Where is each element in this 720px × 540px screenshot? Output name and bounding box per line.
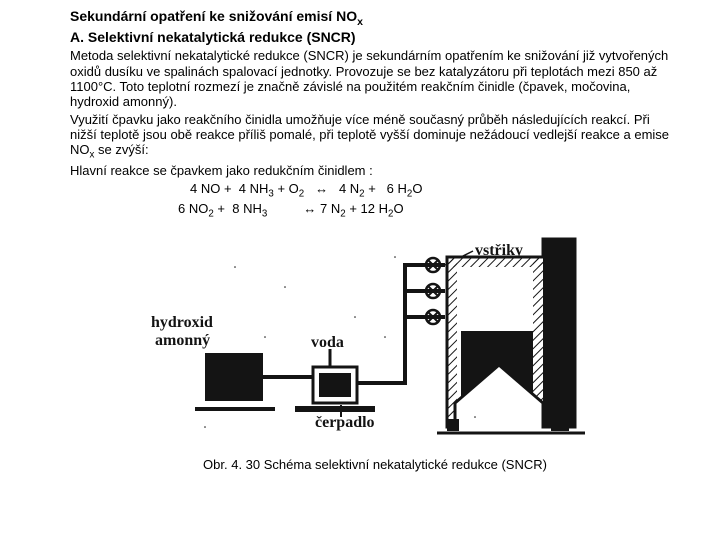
- paragraph-1: Metoda selektivní nekatalytické redukce …: [70, 48, 680, 109]
- eq1-rhs3: 6 H: [387, 181, 407, 196]
- boiler-icon: [447, 239, 575, 431]
- eq1-arrow: ↔: [311, 181, 331, 196]
- label-cerpadlo: čerpadlo: [315, 414, 375, 431]
- eq2-rhs3: O: [393, 201, 403, 216]
- eq1-rhs1: 4 N: [339, 181, 359, 196]
- eq1-lhs: 4 NO +: [190, 181, 235, 196]
- figure-caption: Obr. 4. 30 Schéma selektivní nekatalytic…: [70, 457, 680, 472]
- equations-block: 4 NO + 4 NH3 + O2 ↔ 4 N2 + 6 H2O 6 NO2 +…: [190, 181, 680, 222]
- eq1-sub2: 2: [299, 188, 304, 199]
- paragraph-2: Využití čpavku jako reakčního činidla um…: [70, 112, 680, 162]
- eq2-rhs1: 7 N: [320, 201, 340, 216]
- eq2-mid: +: [214, 201, 229, 216]
- eq2-arrow: ↔: [300, 201, 320, 216]
- eq2-rhs2: + 12 H: [346, 201, 388, 216]
- eq2-mid2: 8 NH: [232, 201, 262, 216]
- sncr-schematic-icon: hydroxid amonný voda vstřiky čerpadlo: [145, 227, 605, 447]
- label-voda: voda: [311, 334, 344, 351]
- paragraph-2a: Využití čpavku jako reakčního činidla um…: [70, 112, 669, 158]
- pump-inner-icon: [319, 373, 351, 397]
- heading-text-1: Sekundární opatření ke snižování emisí N…: [70, 8, 357, 24]
- label-hydroxid-2: amonný: [155, 332, 210, 349]
- label-hydroxid-1: hydroxid: [151, 314, 213, 331]
- equation-2: 6 NO2 + 8 NH3 ↔ 7 N2 + 12 H2O: [178, 201, 680, 221]
- eq2-sub2: 3: [262, 209, 267, 220]
- tank-icon: [205, 353, 263, 401]
- eq1-rhs4: O: [412, 181, 422, 196]
- heading-line-1: Sekundární opatření ke snižování emisí N…: [70, 8, 680, 29]
- heading-subscript: x: [357, 16, 363, 28]
- figure-container: hydroxid amonný voda vstřiky čerpadlo: [70, 227, 680, 472]
- eq1-mid2: + O: [274, 181, 299, 196]
- eq2-lhs: 6 NO: [178, 201, 208, 216]
- equation-1: 4 NO + 4 NH3 + O2 ↔ 4 N2 + 6 H2O: [190, 181, 680, 201]
- heading-line-2: A. Selektivní nekatalytická redukce (SNC…: [70, 29, 680, 47]
- paragraph-2b: se zvýší:: [94, 142, 148, 157]
- eq1-mid: 4 NH: [239, 181, 269, 196]
- eq1-rhs2: +: [365, 181, 380, 196]
- paragraph-3: Hlavní reakce se čpavkem jako redukčním …: [70, 163, 680, 178]
- document-page: Sekundární opatření ke snižování emisí N…: [0, 0, 720, 480]
